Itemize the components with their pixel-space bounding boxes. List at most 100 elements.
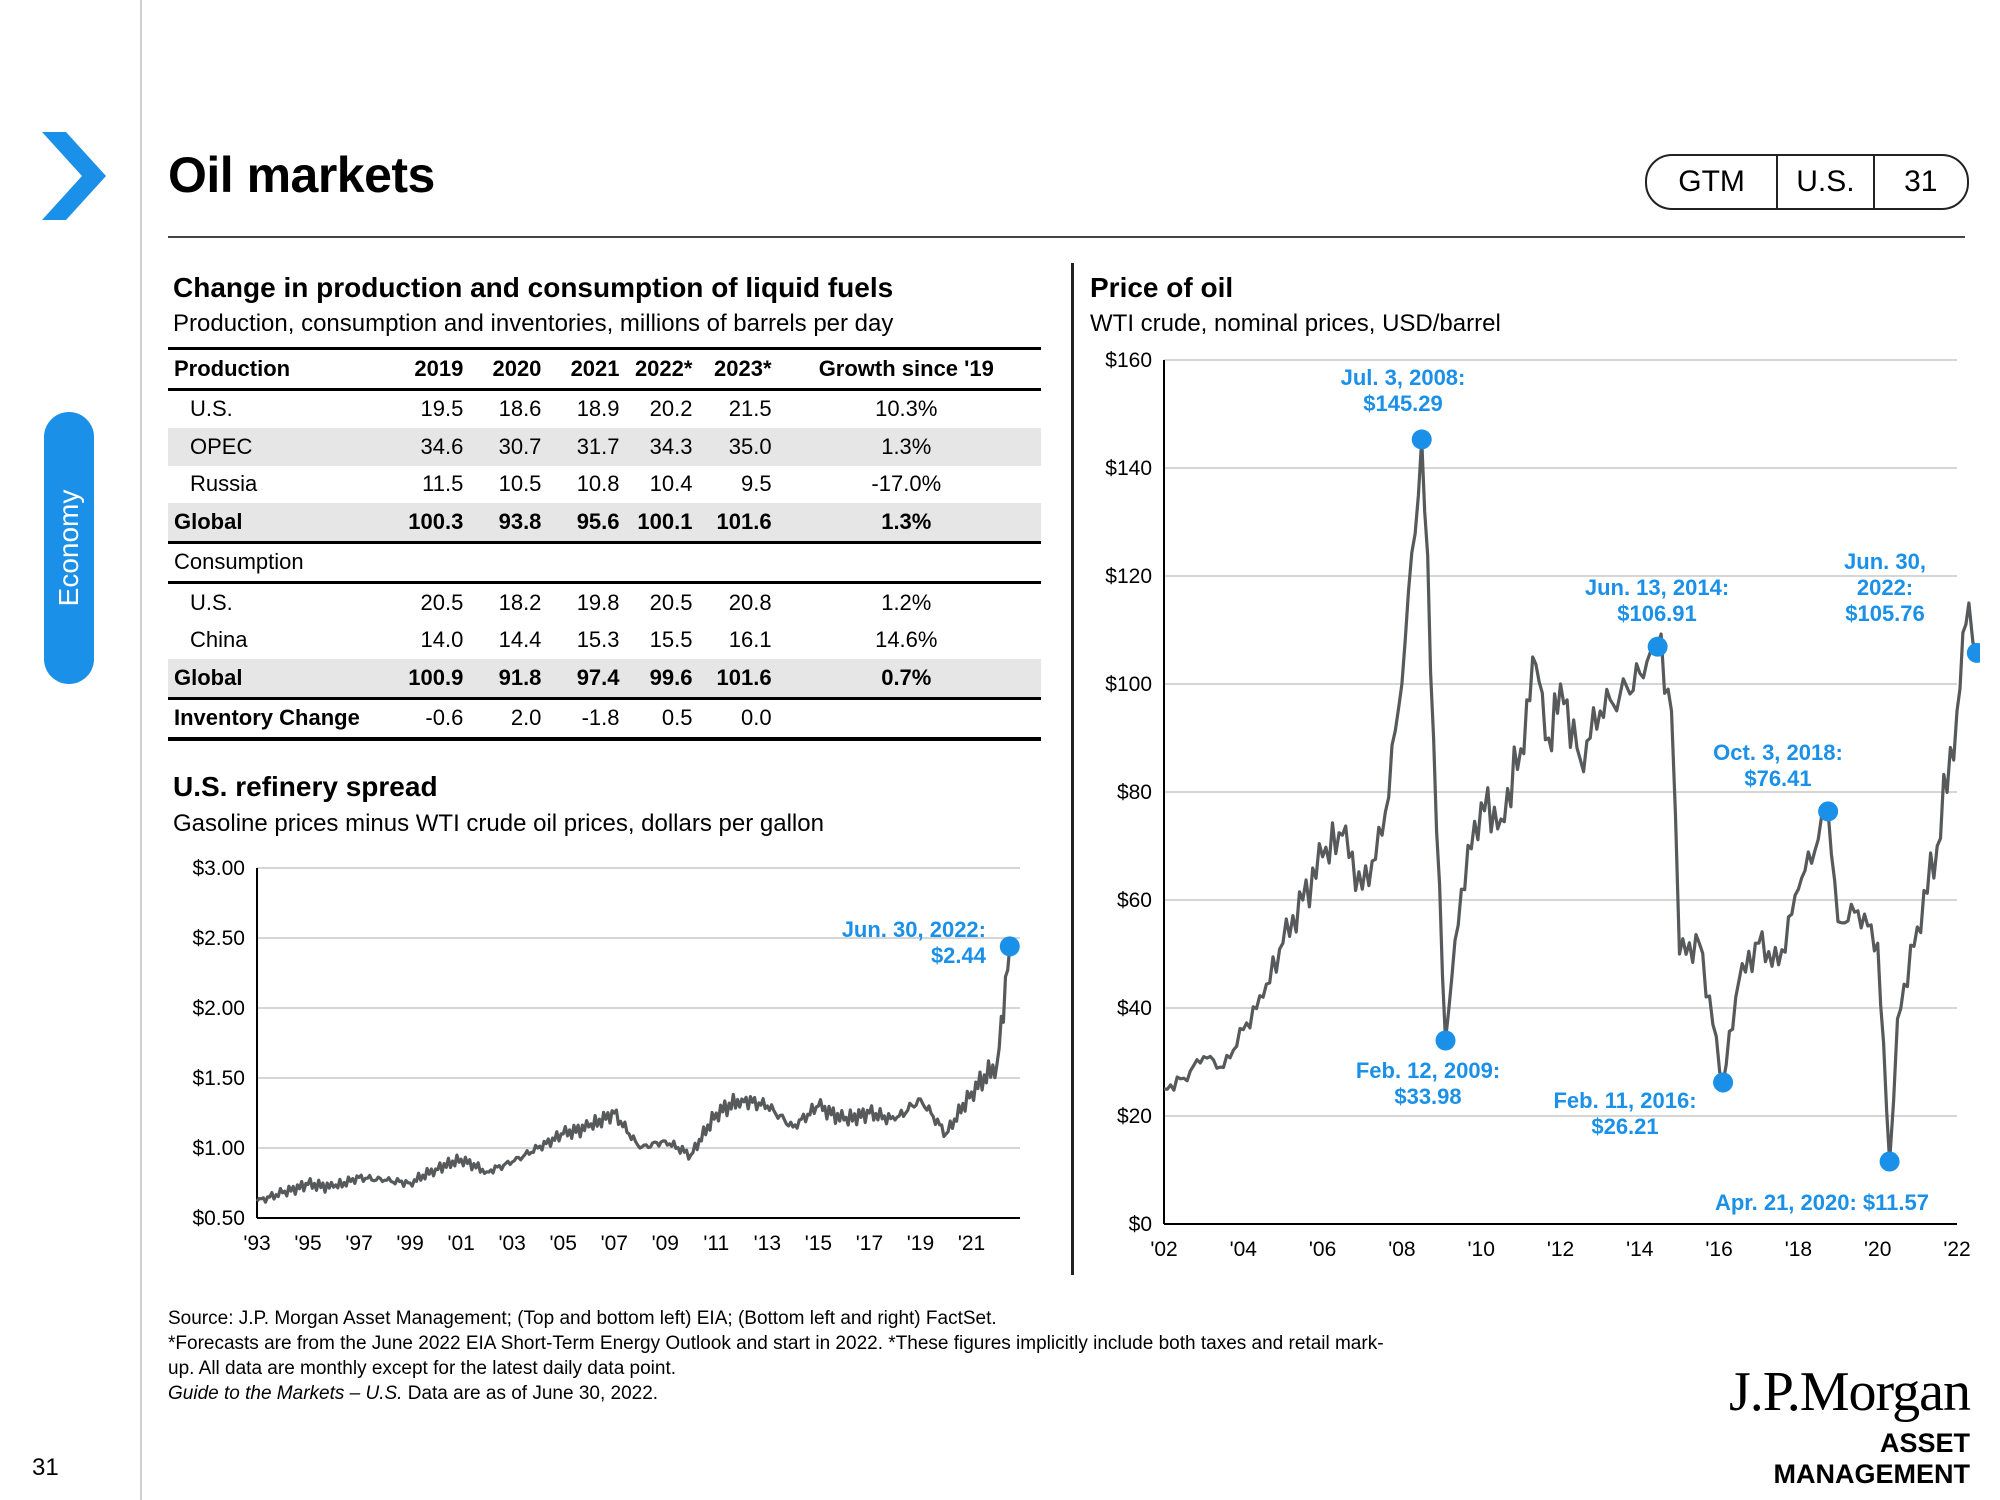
annotation-marker <box>1818 801 1839 822</box>
x-tick-label: '05 <box>550 1232 577 1255</box>
y-tick-label: $1.00 <box>192 1137 245 1160</box>
section-tab-economy[interactable]: Economy <box>44 412 94 684</box>
cell: 34.3 <box>619 428 693 466</box>
cell: 91.8 <box>463 659 542 698</box>
cell: 93.8 <box>463 503 542 542</box>
series-line <box>255 946 1012 1204</box>
header-rule <box>168 236 1965 238</box>
cell: 101.6 <box>692 659 772 698</box>
y-tick-label: $140 <box>1105 457 1152 480</box>
nav-page[interactable]: 31 <box>1904 165 1938 198</box>
guide-title: Guide to the Markets – U.S. <box>168 1383 403 1404</box>
x-tick-label: '08 <box>1388 1238 1415 1261</box>
cell: -1.8 <box>541 696 620 741</box>
section-label-consumption: Consumption <box>168 540 1041 584</box>
annotation-label: Jun. 30, 2022: <box>842 917 986 942</box>
x-tick-label: '22 <box>1943 1238 1970 1261</box>
cell: 95.6 <box>541 503 620 542</box>
x-tick-label: '18 <box>1785 1238 1812 1261</box>
cell: 10.8 <box>576 471 620 497</box>
table-title: Change in production and consumption of … <box>173 272 894 303</box>
cell: 18.9 <box>576 396 620 422</box>
cell: 21.5 <box>728 396 772 422</box>
x-tick-label: '21 <box>958 1232 985 1255</box>
cell: 20.5 <box>420 589 464 615</box>
x-tick-label: '02 <box>1150 1238 1177 1261</box>
x-tick-label: '16 <box>1705 1238 1732 1261</box>
cell: 31.7 <box>541 428 620 466</box>
y-tick-label: $2.50 <box>192 927 245 950</box>
table-section-row: Consumption <box>168 540 1041 584</box>
spread-chart-title: U.S. refinery spread <box>173 771 438 802</box>
cell: 0.5 <box>619 696 693 741</box>
x-tick-label: '12 <box>1547 1238 1574 1261</box>
row-label: Russia <box>190 471 258 497</box>
row-label: OPEC <box>168 428 360 466</box>
table-row-total: Global 100.9 91.8 97.4 99.6 101.6 0.7% <box>168 659 1041 698</box>
annotation-label: Jul. 3, 2008: <box>1341 365 1466 390</box>
source-note: Source: J.P. Morgan Asset Management; (T… <box>168 1308 997 1329</box>
annotation-marker <box>1713 1072 1734 1093</box>
table-header-row: Production 2019 2020 2021 2022* 2023* Gr… <box>168 347 1041 391</box>
cell: 10.3% <box>875 396 938 422</box>
annotation-label: $2.44 <box>931 943 987 968</box>
cell: 14.6% <box>875 627 938 653</box>
row-label: China <box>190 627 248 653</box>
col-header: 2022* <box>619 347 693 391</box>
oil-price-chart: $160 $140 $120 $100 $80 $60 $40 $20 $0'02 '04 '06 '… <box>1105 349 1980 1261</box>
annotation-label: Jun. 13, 2014: <box>1585 575 1729 600</box>
col-header: Growth since '19 <box>771 347 1041 391</box>
guide-rest: Data are as of June 30, 2022. <box>402 1383 659 1404</box>
cell: 10.4 <box>649 471 693 497</box>
col-header: 2019 <box>359 347 464 391</box>
x-tick-label: '09 <box>652 1232 679 1255</box>
x-tick-label: '10 <box>1468 1238 1495 1261</box>
panel-divider <box>1071 263 1074 1275</box>
y-tick-label: $120 <box>1105 565 1152 588</box>
sidebar-divider <box>140 0 142 1500</box>
cell: 14.4 <box>498 627 542 653</box>
y-tick-label: $3.00 <box>192 857 245 880</box>
liquid-fuels-table: Production 2019 2020 2021 2022* 2023* Gr… <box>168 347 1041 741</box>
section-tab-label: Economy <box>53 489 84 607</box>
page-number: 31 <box>32 1454 59 1481</box>
cell: 100.1 <box>619 503 693 542</box>
annotation-label: $76.41 <box>1744 766 1811 791</box>
annotation-marker <box>1966 642 1980 663</box>
nav-us[interactable]: U.S. <box>1778 156 1875 208</box>
x-tick-label: '95 <box>294 1232 321 1255</box>
col-header: 2020 <box>463 347 542 391</box>
cell: 1.3% <box>771 503 1041 542</box>
jpmorgan-logo: J.P.Morgan <box>1728 1361 1971 1423</box>
annotation-label: $105.76 <box>1845 601 1925 626</box>
y-tick-label: $60 <box>1117 889 1152 912</box>
x-tick-label: '01 <box>447 1232 474 1255</box>
x-tick-label: '07 <box>601 1232 628 1255</box>
cell: 20.2 <box>649 396 693 422</box>
cell: 10.5 <box>498 471 542 497</box>
nav-gtm[interactable]: GTM <box>1647 156 1779 208</box>
forecast-note: *Forecasts are from the June 2022 EIA Sh… <box>168 1333 1384 1354</box>
table-subtitle: Production, consumption and inventories,… <box>173 310 894 337</box>
cell: 30.7 <box>463 428 542 466</box>
row-label: Global <box>168 659 360 698</box>
annotation-marker <box>1411 429 1432 450</box>
cell: 15.5 <box>649 627 693 653</box>
y-tick-label: $0.50 <box>192 1207 245 1230</box>
cell: 97.4 <box>541 659 620 698</box>
x-tick-label: '03 <box>498 1232 525 1255</box>
col-header: 2023* <box>692 347 772 391</box>
table-row: OPEC 34.6 30.7 31.7 34.3 35.0 1.3% <box>168 428 1041 466</box>
x-tick-label: '17 <box>856 1232 883 1255</box>
x-tick-label: '93 <box>243 1232 270 1255</box>
annotation-label: Feb. 11, 2016: <box>1553 1088 1696 1113</box>
row-label: U.S. <box>190 589 233 615</box>
cell: 19.8 <box>576 589 620 615</box>
cell: -17.0% <box>871 471 942 497</box>
brand-tagline: ASSET MANAGEMENT <box>1773 1428 1971 1489</box>
table-row-inventory: Inventory Change -0.6 2.0 -1.8 0.5 0.0 <box>168 696 1041 741</box>
annotation-label: Apr. 21, 2020: $11.57 <box>1715 1190 1929 1215</box>
x-tick-label: '99 <box>396 1232 423 1255</box>
annotation-marker <box>1647 636 1668 657</box>
cell: 101.6 <box>692 503 772 542</box>
